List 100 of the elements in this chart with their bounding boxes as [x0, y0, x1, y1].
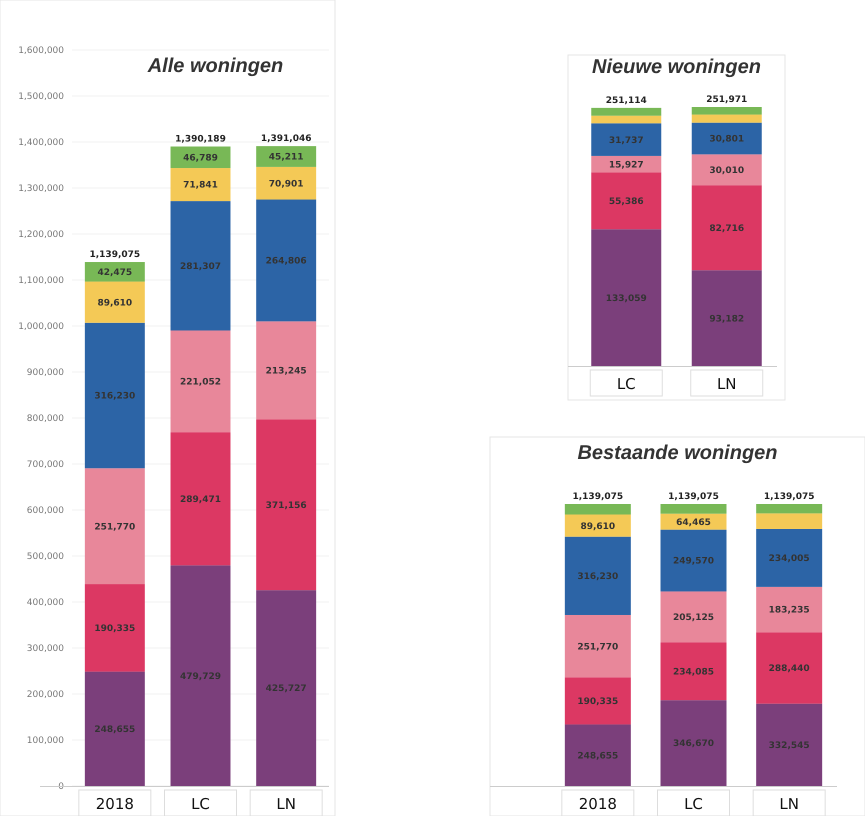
bar: [692, 185, 762, 270]
data-label: 42,475: [97, 268, 132, 278]
bar: [756, 528, 822, 587]
bar: [564, 677, 631, 724]
total-label: 1,139,075: [764, 492, 815, 502]
bar: [564, 724, 631, 786]
data-label: 234,085: [673, 667, 714, 678]
data-label: 55,386: [608, 196, 644, 207]
bar: [660, 504, 726, 514]
data-label: 346,670: [673, 739, 714, 750]
bar: [256, 146, 316, 167]
bar: [692, 107, 762, 115]
data-label: 183,235: [768, 606, 810, 616]
data-label: 371,156: [266, 500, 307, 511]
y-tick-label: 300,000: [26, 644, 64, 654]
data-label: 316,230: [577, 572, 618, 582]
bar: [170, 432, 230, 566]
data-label: 251,770: [94, 522, 136, 532]
data-label: 45,211: [268, 152, 304, 163]
bar: [692, 114, 762, 123]
bar: [660, 700, 726, 786]
bar: [256, 590, 316, 786]
data-label: 479,729: [180, 672, 221, 682]
bar: [170, 168, 230, 202]
data-label: 332,545: [768, 740, 810, 751]
x-tick-label: LC: [191, 795, 210, 813]
bar: [692, 270, 762, 366]
bar: [660, 530, 726, 592]
y-tick-label: 1,000,000: [18, 322, 64, 332]
x-tick-label: LC: [684, 795, 703, 813]
data-label: 30,010: [709, 166, 744, 176]
bar: [564, 536, 631, 615]
bar: [591, 108, 662, 116]
data-label: 425,727: [266, 684, 307, 694]
bar: [692, 122, 762, 154]
data-label: 234,005: [768, 554, 810, 564]
x-tick-label: 2018: [96, 795, 134, 813]
data-label: 30,801: [709, 134, 744, 145]
data-label: 31,737: [608, 136, 644, 146]
total-label: 251,971: [706, 95, 748, 105]
bar: [756, 586, 822, 632]
data-label: 133,059: [606, 294, 647, 304]
data-label: 89,610: [97, 298, 132, 308]
bar: [564, 504, 631, 515]
data-label: 64,465: [676, 518, 711, 528]
data-label: 82,716: [709, 224, 744, 234]
data-label: 46,789: [183, 153, 218, 164]
bar: [692, 154, 762, 186]
bar: [256, 419, 316, 590]
total-label: 1,390,189: [175, 134, 226, 145]
bar: [756, 513, 822, 529]
y-tick-label: 900,000: [26, 368, 64, 378]
data-label: 248,655: [577, 751, 618, 762]
bar: [591, 123, 662, 156]
y-tick-label: 1,300,000: [18, 184, 64, 194]
y-tick-label: 500,000: [26, 552, 64, 562]
y-tick-label: 400,000: [26, 598, 64, 608]
x-tick-label: LN: [276, 795, 296, 813]
data-label: 221,052: [180, 377, 221, 388]
bar: [84, 282, 145, 323]
data-label: 93,182: [709, 314, 744, 324]
data-label: 288,440: [768, 664, 810, 674]
y-tick-label: 100,000: [26, 736, 64, 746]
data-label: 251,770: [577, 642, 618, 652]
total-label: 1,139,075: [668, 492, 719, 502]
total-label: 1,391,046: [260, 134, 312, 144]
bar: [591, 116, 662, 124]
bar: [84, 584, 145, 672]
x-tick-label: 2018: [578, 795, 617, 813]
y-tick-label: 1,200,000: [18, 230, 64, 240]
data-label: 213,245: [266, 366, 307, 377]
data-label: 71,841: [183, 180, 218, 191]
total-label: 251,114: [606, 96, 647, 106]
chart-title: Alle woningen: [146, 55, 284, 77]
total-label: 1,139,075: [89, 250, 140, 260]
bar: [256, 200, 316, 322]
bar: [756, 704, 822, 786]
total-label: 1,139,075: [572, 492, 624, 502]
bar: [756, 504, 822, 514]
y-tick-label: 1,100,000: [18, 276, 64, 286]
bar: [256, 166, 316, 200]
x-tick-label: LC: [616, 375, 636, 393]
chart-title: Bestaande woningen: [577, 442, 778, 464]
data-label: 289,471: [180, 494, 221, 505]
data-label: 190,335: [577, 697, 618, 708]
bar: [756, 632, 822, 704]
bar: [660, 642, 726, 700]
y-tick-label: 1,400,000: [18, 138, 64, 148]
bar: [84, 322, 145, 468]
bar: [256, 321, 316, 420]
x-tick-label: LN: [716, 375, 737, 393]
data-label: 281,307: [180, 262, 221, 272]
bar: [591, 172, 662, 230]
data-label: 70,901: [268, 179, 304, 190]
bar: [84, 672, 145, 786]
y-tick-label: 1,600,000: [18, 46, 64, 56]
data-label: 15,927: [608, 160, 644, 170]
bar: [591, 229, 662, 366]
data-label: 205,125: [673, 612, 714, 623]
bar: [660, 591, 726, 642]
